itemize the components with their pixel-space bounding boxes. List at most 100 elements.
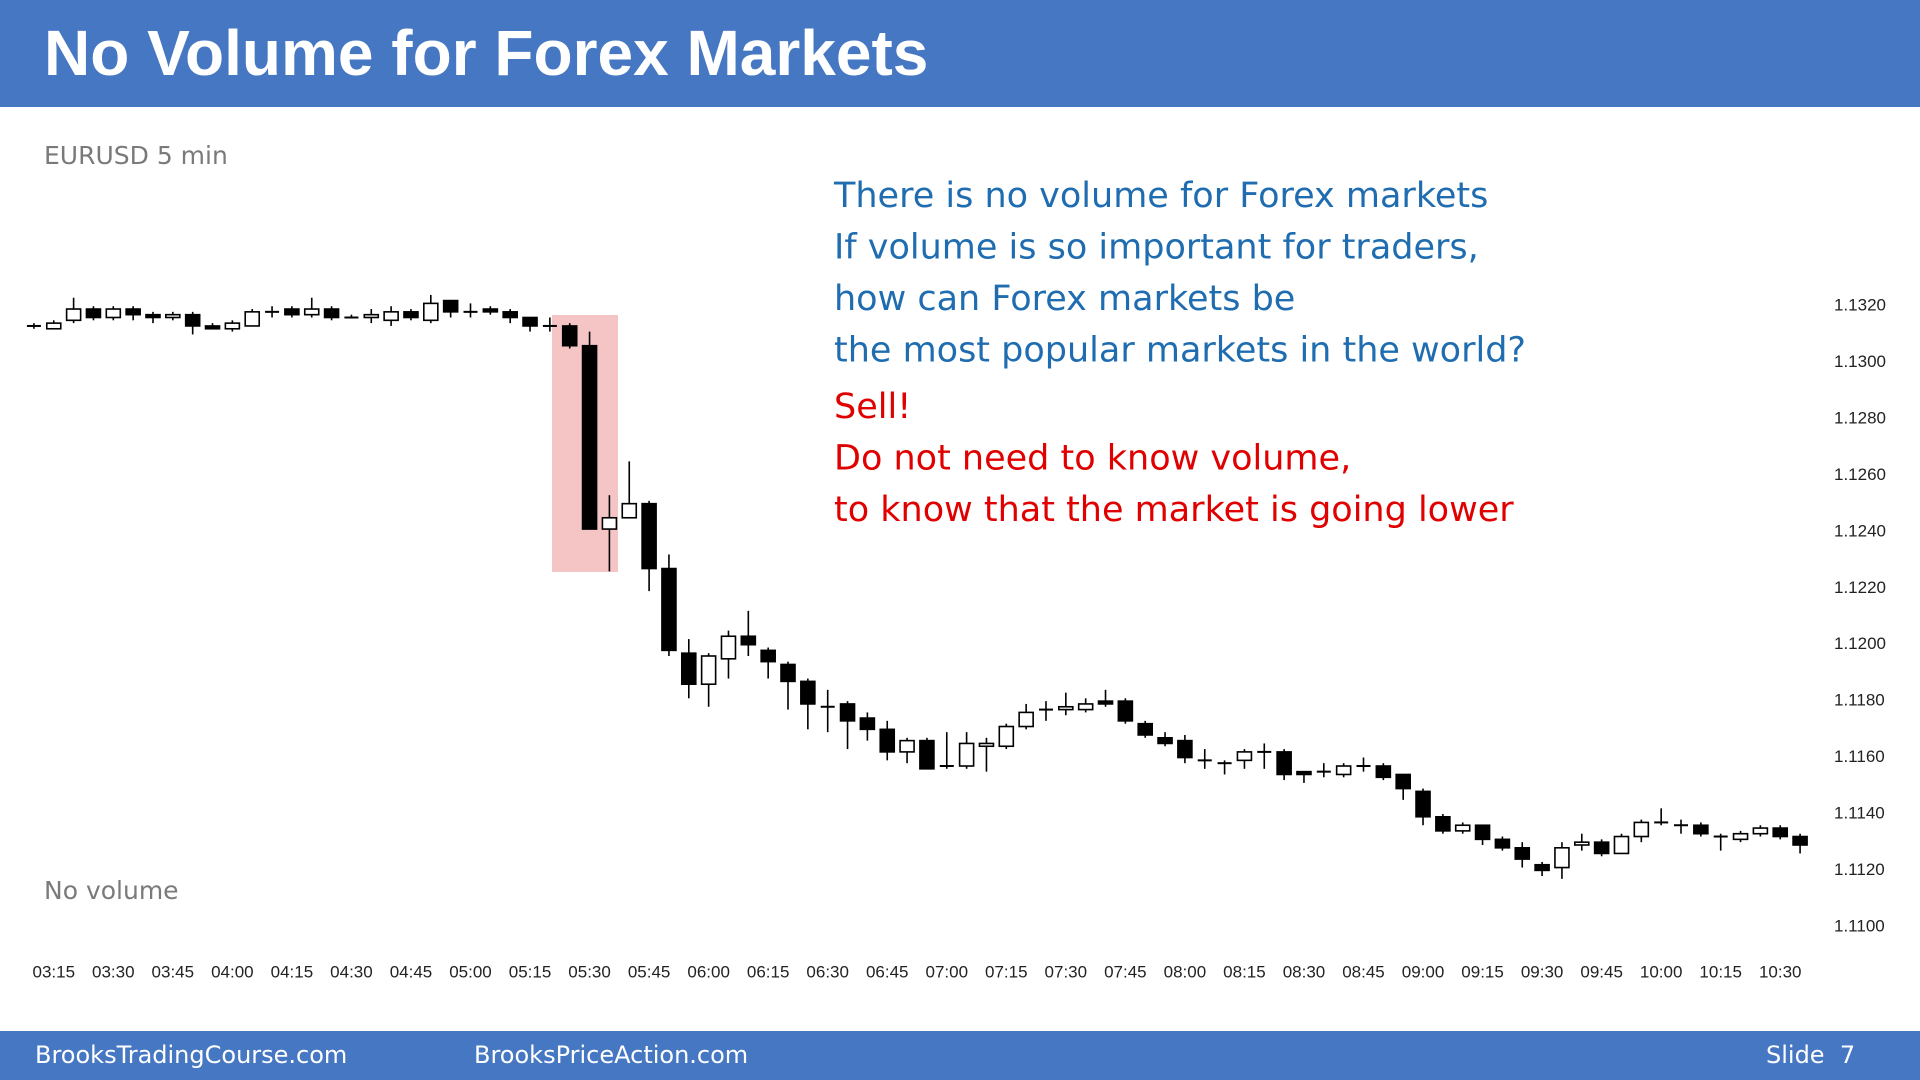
x-tick-label: 09:00 — [1402, 962, 1445, 981]
candle-body — [1296, 770, 1312, 776]
y-tick-label: 1.1200 — [1834, 634, 1886, 653]
candle-body — [1534, 863, 1550, 872]
x-tick-label: 10:15 — [1699, 962, 1742, 981]
x-tick-label: 07:00 — [925, 962, 968, 981]
candle-body — [1752, 827, 1769, 835]
candle-body — [1335, 765, 1352, 776]
x-tick-label: 06:45 — [866, 962, 909, 981]
candle-body — [859, 717, 876, 731]
candle-body — [403, 311, 419, 319]
candle-body — [125, 308, 141, 316]
candle-body — [839, 703, 856, 722]
x-tick-label: 10:00 — [1640, 962, 1683, 981]
chart-subtitle: EURUSD 5 min — [44, 141, 228, 170]
candle-body — [482, 308, 499, 313]
candle-body — [800, 680, 816, 705]
x-tick-label: 03:15 — [32, 962, 75, 981]
x-tick-label: 08:15 — [1223, 962, 1266, 981]
candle-body — [1018, 711, 1034, 728]
candle-body — [1097, 700, 1114, 705]
candle-body — [145, 313, 161, 319]
x-tick-label: 07:30 — [1045, 962, 1088, 981]
candle-body — [284, 308, 300, 316]
candle-body — [680, 652, 697, 686]
candle-body — [1157, 736, 1173, 745]
y-tick-label: 1.1120 — [1834, 860, 1885, 879]
candle-body — [1117, 700, 1134, 722]
annotation-line: how can Forex markets be — [834, 279, 1295, 319]
x-tick-label: 04:15 — [271, 962, 314, 981]
footer-bar: BrooksTradingCourse.com BrooksPriceActio… — [0, 1031, 1920, 1080]
annotation-line: Sell! — [834, 387, 911, 427]
candle-body — [1276, 751, 1292, 776]
x-tick-label: 04:30 — [330, 962, 373, 981]
x-tick-label: 05:45 — [628, 962, 671, 981]
chart-note: No volume — [44, 876, 179, 905]
candle-body — [720, 635, 737, 660]
candle-body — [303, 308, 320, 316]
candle-body — [641, 502, 657, 570]
candle-body — [204, 325, 221, 330]
y-tick-label: 1.1160 — [1834, 747, 1885, 766]
y-tick-label: 1.1280 — [1834, 409, 1886, 428]
candle-body — [1514, 847, 1531, 860]
candle-body — [1772, 827, 1789, 838]
candle-body — [740, 635, 757, 646]
annotation-line: If volume is so important for traders, — [834, 228, 1479, 268]
y-tick-label: 1.1220 — [1834, 578, 1886, 597]
candle-body — [1375, 765, 1392, 779]
candle-body — [165, 313, 181, 319]
x-tick-label: 06:00 — [687, 962, 730, 981]
candle-body — [363, 313, 380, 319]
candle-body — [244, 311, 261, 327]
candle-body — [1613, 835, 1630, 855]
candle-body — [1058, 705, 1074, 711]
y-tick-label: 1.1300 — [1834, 352, 1886, 371]
candle-body — [1633, 821, 1650, 838]
candle-body — [1415, 790, 1431, 818]
footer-left: BrooksTradingCourse.com — [35, 1041, 348, 1069]
y-tick-label: 1.1140 — [1834, 803, 1885, 822]
candle-body — [1137, 722, 1154, 736]
candle-body — [522, 316, 538, 327]
x-tick-label: 07:45 — [1104, 962, 1147, 981]
y-tick-label: 1.1320 — [1834, 296, 1886, 315]
y-tick-label: 1.1100 — [1834, 916, 1885, 935]
candle-body — [1792, 835, 1808, 846]
y-tick-label: 1.1180 — [1834, 691, 1885, 710]
candle-body — [442, 299, 459, 313]
candle-body — [184, 313, 201, 327]
annotation-line: the most popular markets in the world? — [834, 331, 1526, 371]
x-tick-label: 09:30 — [1521, 962, 1564, 981]
x-tick-label: 03:45 — [152, 962, 195, 981]
candle-body — [998, 725, 1015, 748]
candle-body — [1474, 824, 1491, 841]
x-tick-label: 09:15 — [1461, 962, 1504, 981]
x-tick-label: 06:15 — [747, 962, 790, 981]
x-tick-label: 04:00 — [211, 962, 254, 981]
candle-body — [978, 742, 995, 748]
x-tick-label: 05:00 — [449, 962, 492, 981]
candle-body — [661, 567, 677, 652]
x-tick-label: 08:30 — [1283, 962, 1326, 981]
candle-body — [85, 308, 102, 319]
x-tick-label: 08:00 — [1164, 962, 1207, 981]
candle-body — [760, 649, 776, 663]
candle-body — [700, 655, 717, 685]
candle-body — [1554, 847, 1570, 869]
annotation-line: There is no volume for Forex markets — [833, 176, 1488, 216]
candle-body — [1494, 838, 1511, 849]
annotation-line: to know that the market is going lower — [834, 490, 1514, 530]
candle-body — [1395, 773, 1411, 790]
candle-body — [879, 728, 896, 753]
x-tick-label: 05:15 — [509, 962, 552, 981]
candle-body — [224, 322, 241, 330]
x-tick-label: 09:45 — [1580, 962, 1623, 981]
x-tick-label: 07:15 — [985, 962, 1028, 981]
candle-body — [1573, 841, 1590, 846]
x-tick-label: 08:45 — [1342, 962, 1385, 981]
footer-center: BrooksPriceAction.com — [474, 1041, 749, 1069]
x-tick-label: 03:30 — [92, 962, 135, 981]
annotation-line: Do not need to know volume, — [834, 439, 1351, 479]
candle-body — [383, 311, 399, 322]
